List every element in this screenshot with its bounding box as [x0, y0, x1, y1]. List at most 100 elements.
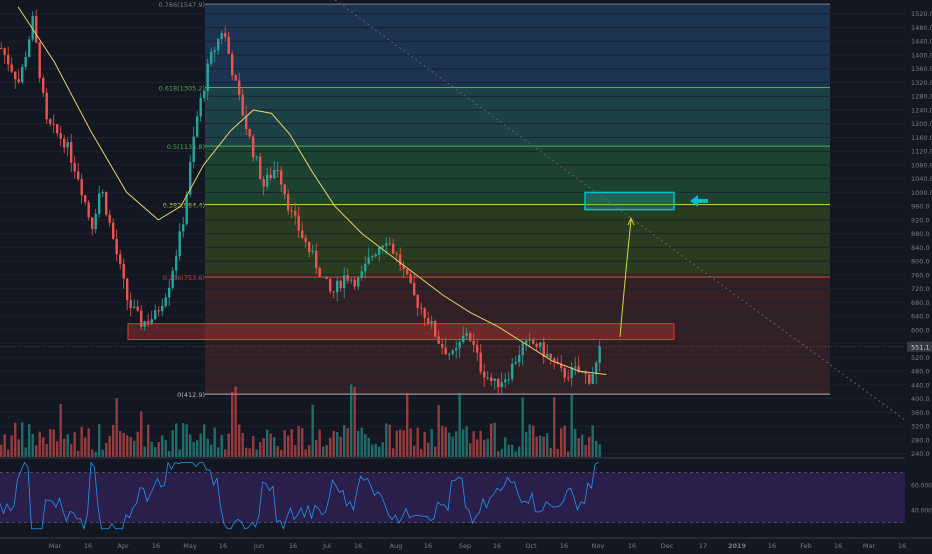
candle-body — [521, 343, 524, 355]
candle-body — [248, 128, 251, 137]
volume-bar — [304, 449, 307, 457]
candle-body — [84, 195, 87, 203]
candle-body — [59, 133, 62, 139]
volume-bar — [220, 434, 223, 457]
volume-bar — [147, 424, 150, 457]
candle-body — [87, 202, 90, 218]
candle-body — [315, 250, 318, 269]
candle-body — [119, 254, 122, 264]
volume-bar — [504, 437, 507, 457]
volume-bar — [336, 432, 339, 457]
volume-bar — [154, 447, 157, 457]
volume-bar — [388, 424, 391, 457]
candle-body — [17, 79, 20, 83]
volume-bar — [549, 447, 552, 457]
candle-body — [371, 256, 374, 258]
candle-body — [486, 377, 489, 379]
candle-body — [140, 310, 143, 327]
volume-bar — [140, 411, 143, 457]
volume-bar — [171, 430, 174, 457]
volume-bar — [437, 405, 440, 457]
price-axis-label: 840.0 — [911, 244, 930, 252]
candle-body — [364, 263, 367, 272]
volume-bar — [255, 449, 258, 457]
volume-bar — [56, 441, 59, 457]
candle-body — [3, 48, 6, 55]
candle-body — [357, 277, 360, 287]
volume-bar — [399, 429, 402, 457]
fib-zone-0.382 — [205, 204, 830, 278]
fib-label-0.618: 0.618(1305.2) — [159, 85, 205, 93]
candle-body — [112, 222, 115, 239]
price-axis-label: 680.0 — [911, 299, 930, 307]
volume-bar — [360, 427, 363, 457]
time-axis-label: Oct — [525, 542, 537, 550]
volume-bar — [570, 394, 573, 457]
rsi-line — [0, 461, 599, 531]
time-axis-label: 16 — [768, 542, 776, 550]
candle-body — [238, 80, 241, 95]
volume-bar — [287, 435, 290, 457]
candle-body — [297, 215, 300, 231]
volume-bar — [472, 431, 475, 457]
volume-bar — [588, 436, 591, 457]
fib-zone-0.786 — [205, 4, 830, 88]
volume-bar — [367, 437, 370, 457]
price-axis-label: 880.0 — [911, 230, 930, 238]
candle-body — [553, 358, 556, 362]
volume-bar — [273, 437, 276, 457]
price-axis-label: 640.0 — [911, 313, 930, 321]
volume-bar — [357, 430, 360, 457]
volume-bar — [94, 451, 97, 457]
candle-body — [311, 250, 314, 252]
volume-bar — [591, 425, 594, 457]
candle-body — [584, 372, 587, 375]
candle-body — [581, 372, 584, 374]
candle-body — [175, 256, 178, 271]
candle-body — [346, 275, 349, 281]
volume-bar — [28, 424, 31, 457]
volume-bar — [133, 440, 136, 457]
candle-body — [598, 346, 601, 363]
volume-bar — [73, 432, 76, 457]
candle-body — [427, 317, 430, 324]
volume-bar — [325, 445, 328, 457]
price-axis-label: 1280.0 — [911, 93, 932, 101]
candle-body — [437, 336, 440, 344]
volume-bar — [24, 447, 27, 457]
candle-body — [455, 348, 458, 351]
volume-bar — [199, 433, 202, 457]
volume-bar — [556, 448, 559, 457]
candle-body — [518, 354, 521, 363]
volume-bar — [63, 438, 66, 457]
volume-bar — [598, 444, 601, 457]
candle-body — [304, 237, 307, 242]
volume-bar — [455, 431, 458, 457]
candle-body — [591, 373, 594, 384]
candle-body — [595, 362, 598, 374]
candle-body — [133, 306, 136, 309]
volume-bar — [210, 444, 213, 457]
candle-body — [24, 56, 27, 67]
fib-zone-0.236 — [205, 277, 830, 395]
volume-bar — [514, 451, 517, 457]
price-axis-label: 920.0 — [911, 216, 930, 224]
volume-bar — [122, 432, 125, 457]
volume-bar — [49, 429, 52, 457]
volume-bar — [584, 444, 587, 457]
volume-bar — [17, 439, 20, 457]
candle-body — [339, 280, 342, 289]
candle-body — [280, 170, 283, 185]
volume-bar — [98, 424, 101, 457]
volume-bar — [248, 448, 251, 457]
price-axis-label: 520.0 — [911, 354, 930, 362]
candle-body — [507, 379, 510, 381]
volume-bar — [238, 424, 241, 457]
volume-bar — [458, 392, 461, 457]
volume-bar — [101, 449, 104, 457]
candle-body — [476, 344, 479, 353]
time-axis-label: Nov — [592, 542, 605, 550]
candle-body — [322, 276, 325, 278]
volume-bar — [507, 444, 510, 457]
